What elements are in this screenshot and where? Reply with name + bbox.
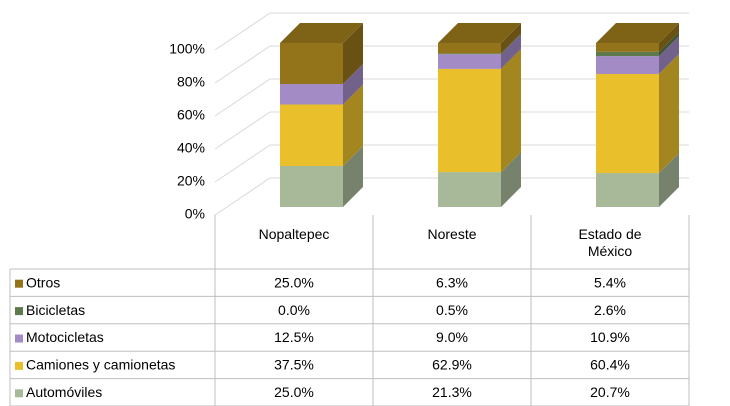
legend-key xyxy=(15,334,23,343)
grid-line xyxy=(214,12,689,51)
table-value: 2.6% xyxy=(594,302,626,318)
bar-side xyxy=(659,31,679,57)
y-tick-label: 80% xyxy=(177,74,205,90)
bar-side xyxy=(659,23,679,52)
table-value: 25.0% xyxy=(274,274,314,290)
table-value: 21.3% xyxy=(432,384,472,400)
table-value: 12.5% xyxy=(274,329,314,345)
table-value: 0.0% xyxy=(278,302,310,318)
bar xyxy=(438,172,501,207)
bar xyxy=(596,56,659,74)
bar-side xyxy=(501,48,521,173)
table-value: 25.0% xyxy=(274,384,314,400)
table-value: 20.7% xyxy=(590,384,630,400)
bar-side xyxy=(343,84,363,166)
bar xyxy=(438,68,501,173)
grid-line xyxy=(214,177,689,216)
bar xyxy=(438,43,501,54)
bar-side xyxy=(659,53,679,174)
legend-label: Otros xyxy=(26,274,60,290)
bar-side xyxy=(659,36,679,74)
bar xyxy=(596,51,659,57)
legend-label: Automóviles xyxy=(26,384,102,400)
y-tick-label: 40% xyxy=(177,140,205,156)
grid-line xyxy=(214,144,689,183)
legend-label: Camiones y camionetas xyxy=(26,357,175,373)
bar-side xyxy=(501,23,521,54)
category-label: Estado de México xyxy=(578,226,642,259)
bar xyxy=(280,84,343,105)
bar-top xyxy=(438,23,521,43)
bar-top xyxy=(280,23,363,43)
legend-key xyxy=(15,307,23,316)
legend-key xyxy=(15,361,23,370)
y-tick-label: 0% xyxy=(185,206,205,222)
bar-side xyxy=(501,34,521,69)
table-value: 9.0% xyxy=(436,329,468,345)
bar xyxy=(280,166,343,207)
table-value: 0.5% xyxy=(436,302,468,318)
bar-top xyxy=(596,23,679,43)
legend-key xyxy=(15,279,23,288)
bar xyxy=(280,104,343,166)
grid-line xyxy=(214,111,689,150)
bar xyxy=(438,53,501,55)
bar xyxy=(596,173,659,207)
bar-side xyxy=(343,64,363,105)
table-value: 6.3% xyxy=(436,274,468,290)
y-tick-label: 100% xyxy=(169,41,205,57)
bar-side xyxy=(343,146,363,207)
legend-key xyxy=(15,389,23,398)
bar xyxy=(280,43,343,84)
grid-line xyxy=(214,78,689,117)
table-value: 37.5% xyxy=(274,357,314,373)
bar-side xyxy=(501,33,521,55)
legend-label: Bicicletas xyxy=(26,302,85,318)
legend-label: Motocicletas xyxy=(26,329,104,345)
table-value: 5.4% xyxy=(594,274,626,290)
bar xyxy=(596,43,659,52)
bar xyxy=(596,73,659,174)
bar-side xyxy=(343,23,363,84)
bar-side xyxy=(501,152,521,207)
y-tick-label: 60% xyxy=(177,107,205,123)
y-tick-label: 20% xyxy=(177,173,205,189)
grid-line xyxy=(214,45,689,84)
category-label: Noreste xyxy=(427,226,477,242)
table-value: 60.4% xyxy=(590,357,630,373)
bar xyxy=(438,54,501,69)
bar-side xyxy=(659,153,679,207)
category-label: Nopaltepec xyxy=(258,226,330,242)
table-value: 62.9% xyxy=(432,357,472,373)
table-value: 10.9% xyxy=(590,329,630,345)
